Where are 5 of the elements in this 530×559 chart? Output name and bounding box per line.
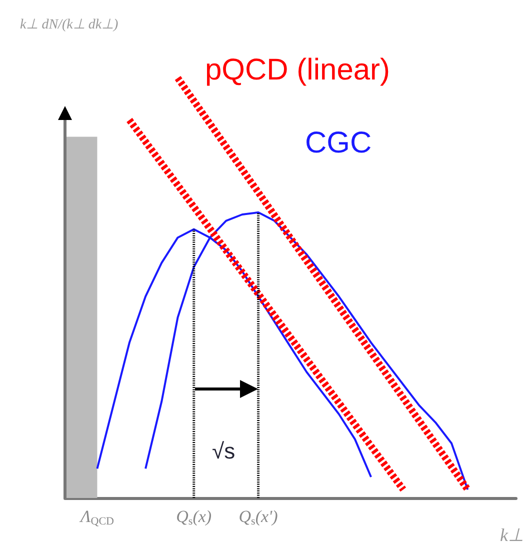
x-axis-title: k⊥ [500, 525, 524, 545]
text: CGC [305, 126, 372, 160]
series-label: pQCD (linear) [205, 54, 390, 86]
y-axis-title: k⊥ dN/(k⊥ dk⊥) [20, 18, 119, 32]
annotation: √s [212, 438, 236, 464]
